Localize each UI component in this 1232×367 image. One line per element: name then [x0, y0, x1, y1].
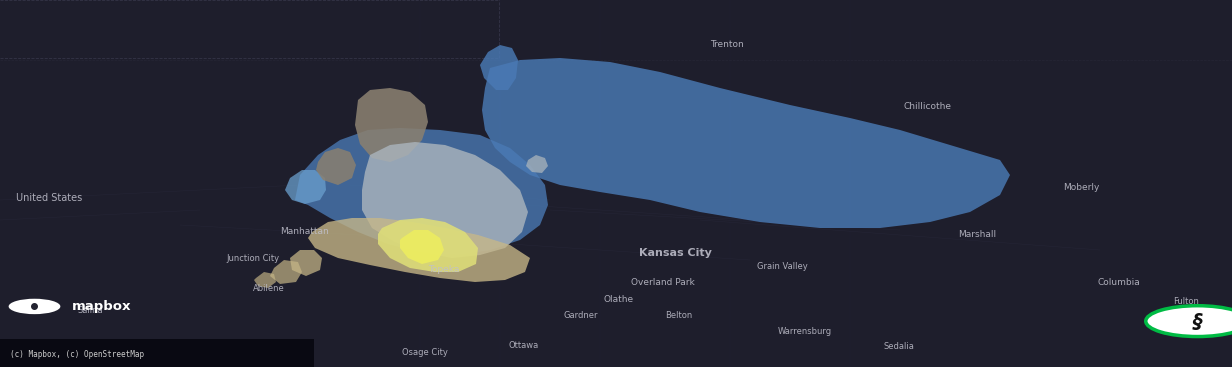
Text: United States: United States: [16, 193, 83, 203]
Text: Topeka: Topeka: [428, 265, 460, 274]
Text: Warrensburg: Warrensburg: [777, 327, 832, 335]
Text: §: §: [1193, 312, 1202, 331]
Text: Fulton: Fulton: [1173, 297, 1200, 306]
Polygon shape: [254, 272, 276, 288]
Text: Gardner: Gardner: [563, 311, 598, 320]
Text: Belton: Belton: [665, 311, 692, 320]
Text: Salina: Salina: [78, 306, 102, 315]
Polygon shape: [400, 230, 444, 264]
Text: mapbox: mapbox: [71, 300, 131, 313]
Text: Moberly: Moberly: [1063, 183, 1100, 192]
Circle shape: [1146, 306, 1232, 337]
Text: Ottawa: Ottawa: [509, 341, 538, 350]
Text: Overland Park: Overland Park: [631, 278, 695, 287]
Text: Columbia: Columbia: [1098, 278, 1140, 287]
Text: Manhattan: Manhattan: [280, 227, 329, 236]
Polygon shape: [294, 128, 548, 255]
Text: Junction City: Junction City: [225, 254, 280, 263]
Text: Marshall: Marshall: [958, 230, 995, 239]
Text: Sedalia: Sedalia: [883, 342, 915, 351]
Polygon shape: [480, 45, 517, 90]
Text: (c) Mapbox, (c) OpenStreetMap: (c) Mapbox, (c) OpenStreetMap: [10, 350, 144, 359]
Polygon shape: [285, 170, 326, 204]
Polygon shape: [526, 155, 548, 173]
Polygon shape: [290, 250, 322, 276]
Polygon shape: [355, 88, 428, 162]
Polygon shape: [482, 58, 1010, 228]
Polygon shape: [308, 218, 530, 282]
Polygon shape: [270, 260, 302, 284]
Text: Grain Valley: Grain Valley: [756, 262, 808, 270]
Text: Osage City: Osage City: [402, 348, 448, 357]
Text: Trenton: Trenton: [710, 40, 744, 48]
Polygon shape: [315, 148, 356, 185]
Text: Olathe: Olathe: [604, 295, 633, 304]
Circle shape: [9, 299, 60, 314]
Polygon shape: [362, 142, 529, 258]
Text: Chillicothe: Chillicothe: [904, 102, 951, 111]
Bar: [0, 339, 314, 367]
Text: Abilene: Abilene: [253, 284, 285, 292]
Polygon shape: [378, 218, 478, 272]
Text: Kansas City: Kansas City: [638, 248, 712, 258]
